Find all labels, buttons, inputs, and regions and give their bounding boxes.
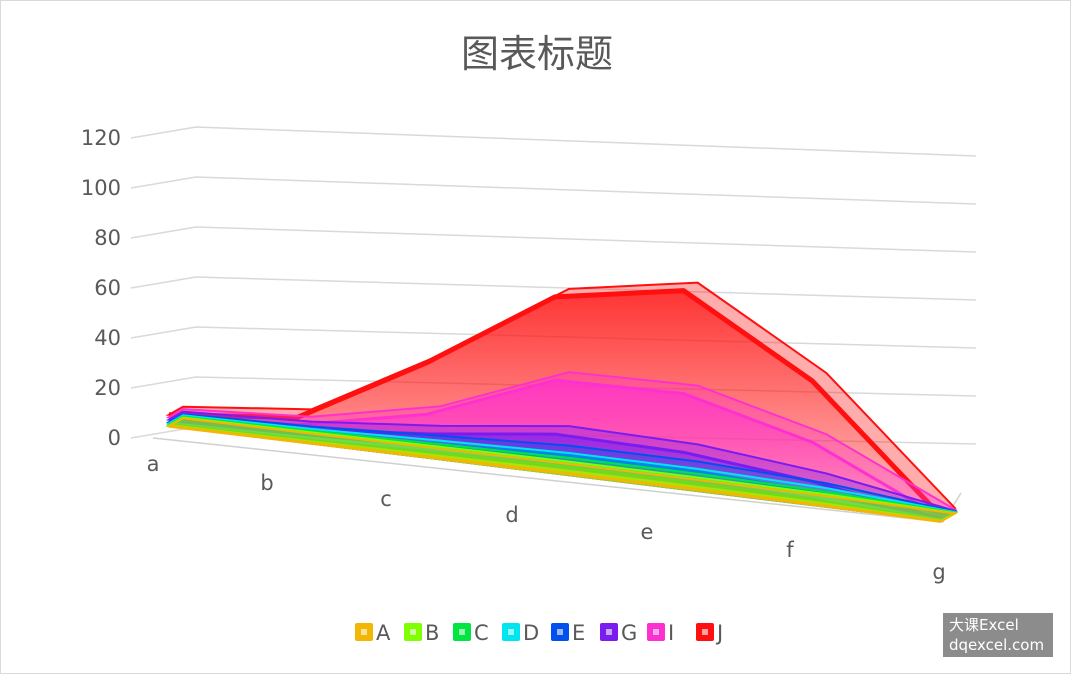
legend-label-A: A xyxy=(376,621,391,645)
area-edge-A xyxy=(168,424,942,523)
watermark-line2: dqexcel.com xyxy=(949,636,1045,654)
area-edge-D xyxy=(168,421,942,522)
x-axis-labels: a b c d e f g xyxy=(147,452,946,584)
legend-swatch-highlight xyxy=(557,629,563,635)
x-tick-label-b: b xyxy=(260,471,273,495)
legend-label-E: E xyxy=(572,621,585,645)
y-tick-label: 0 xyxy=(108,426,121,450)
gridline-80 xyxy=(130,226,977,253)
watermark: 大课Excel dqexcel.com xyxy=(943,613,1053,657)
legend-label-J: J xyxy=(715,621,723,645)
x-tick-label-e: e xyxy=(641,520,654,544)
legend-swatch-highlight xyxy=(410,629,416,635)
legend-swatch-highlight xyxy=(459,629,465,635)
legend-label-B: B xyxy=(425,621,439,645)
legend-label-C: C xyxy=(474,621,489,645)
area-layers xyxy=(165,281,959,523)
x-tick-label-c: c xyxy=(380,487,392,511)
watermark-line1: 大课Excel xyxy=(949,616,1019,634)
chart-title: 图表标题 xyxy=(461,32,613,76)
gridline-120 xyxy=(130,126,977,157)
y-tick-label: 40 xyxy=(94,326,121,350)
gridlines xyxy=(130,126,977,523)
legend-swatch-highlight xyxy=(606,629,612,635)
legend-label-D: D xyxy=(523,621,539,645)
legend-label-G: G xyxy=(621,621,637,645)
gridline-100 xyxy=(130,176,977,205)
legend-swatch-highlight xyxy=(653,629,659,635)
y-tick-label: 80 xyxy=(94,226,121,250)
legend-swatch-highlight xyxy=(361,629,367,635)
floor-edge xyxy=(152,437,962,523)
y-axis-labels: 0 20 40 60 80 100 120 xyxy=(81,126,121,450)
y-tick-label: 100 xyxy=(81,176,121,200)
x-tick-label-a: a xyxy=(147,452,160,476)
x-tick-label-f: f xyxy=(786,538,794,562)
legend-label-I: I xyxy=(668,621,674,645)
gridline-60 xyxy=(130,276,977,301)
legend-swatch-highlight xyxy=(702,629,708,635)
y-tick-label: 20 xyxy=(94,376,121,400)
y-tick-label: 60 xyxy=(94,276,121,300)
legend-swatch-highlight xyxy=(508,629,514,635)
x-tick-label-d: d xyxy=(505,503,518,527)
x-tick-label-g: g xyxy=(932,560,945,584)
area-edge-J xyxy=(168,288,943,518)
y-tick-label: 120 xyxy=(81,126,121,150)
area-edge-E xyxy=(168,420,942,522)
